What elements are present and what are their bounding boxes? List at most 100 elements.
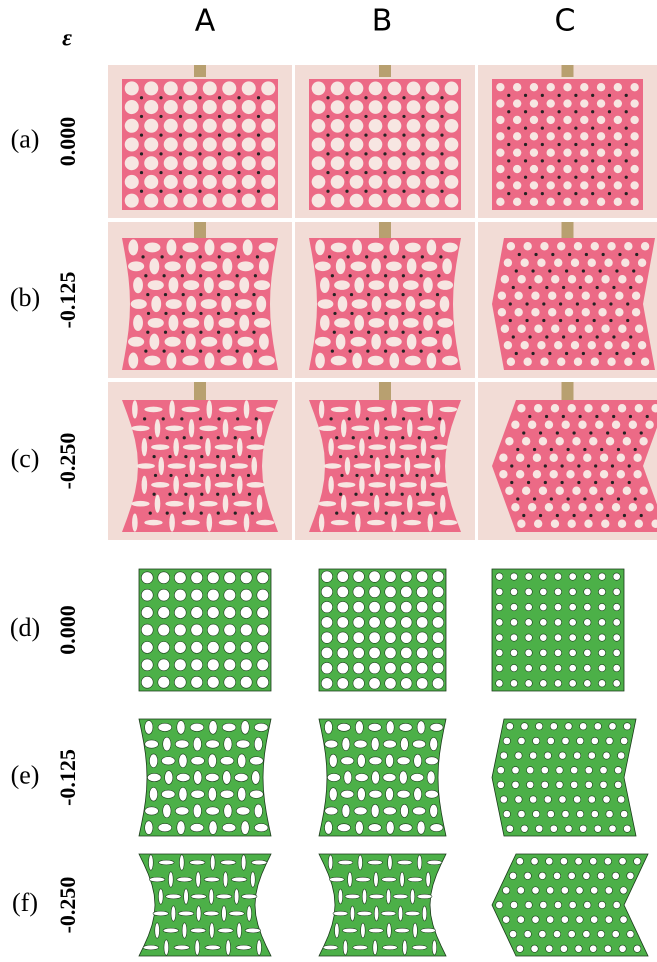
hole <box>574 857 583 866</box>
marker-dot <box>165 511 169 515</box>
hole <box>222 174 237 189</box>
hole <box>170 905 177 922</box>
marker-dot <box>383 255 387 259</box>
hole <box>539 572 548 581</box>
marker-dot <box>348 274 352 278</box>
marker-dot <box>609 318 613 323</box>
hole <box>564 722 573 731</box>
hole <box>400 570 413 583</box>
hole <box>524 633 533 642</box>
hole <box>444 137 459 152</box>
hole <box>598 603 606 612</box>
hole <box>613 82 623 92</box>
hole <box>204 352 215 369</box>
marker-dot <box>545 285 549 290</box>
hole <box>517 324 526 333</box>
marker-dot <box>178 114 183 119</box>
hole <box>192 803 202 819</box>
hole <box>315 239 325 256</box>
hole <box>548 308 557 317</box>
hole <box>496 115 505 125</box>
hole <box>442 333 452 350</box>
hole <box>368 616 381 629</box>
hole <box>183 174 198 189</box>
hole <box>640 357 650 366</box>
hole <box>413 753 422 768</box>
hole <box>423 314 433 331</box>
hole <box>371 296 382 312</box>
hole <box>634 519 644 528</box>
hole <box>174 571 187 584</box>
marker-dot <box>548 351 552 356</box>
hole <box>429 823 444 832</box>
hole <box>253 736 263 752</box>
marker-dot <box>510 464 514 468</box>
hole <box>169 400 175 419</box>
hole <box>540 780 549 789</box>
marker-dot <box>591 159 595 163</box>
row-label: (b) <box>10 283 40 312</box>
hole <box>539 648 548 657</box>
hole <box>328 438 334 457</box>
hole <box>596 82 606 92</box>
hole <box>367 723 382 732</box>
hole <box>157 588 170 602</box>
hole <box>190 641 203 654</box>
marker-dot <box>351 511 355 515</box>
hole <box>540 357 549 366</box>
hole <box>505 824 514 833</box>
hole <box>256 571 269 584</box>
hole <box>624 357 633 366</box>
hole <box>311 175 326 189</box>
clamp <box>561 222 574 238</box>
hole <box>583 633 592 642</box>
marker-dot <box>578 285 582 290</box>
hole <box>578 420 587 429</box>
hole <box>566 470 575 479</box>
hole <box>340 756 355 766</box>
hole <box>651 404 657 413</box>
hole <box>157 641 170 654</box>
hole <box>223 588 236 602</box>
marker-dot <box>252 330 256 334</box>
marker-dot <box>589 431 593 435</box>
marker-dot <box>562 335 566 339</box>
marker-dot <box>572 513 576 518</box>
hole <box>524 572 533 581</box>
hole <box>583 470 592 479</box>
hole <box>402 280 419 290</box>
hole <box>190 658 203 672</box>
hole <box>557 242 566 251</box>
marker-dot <box>198 152 202 156</box>
hole <box>429 804 438 818</box>
hole <box>623 722 632 731</box>
hole <box>524 679 533 688</box>
hole <box>529 751 538 760</box>
hole <box>352 616 365 629</box>
marker-dot <box>574 93 578 97</box>
column-header: C <box>555 4 576 39</box>
clamp <box>194 382 206 402</box>
hole <box>624 242 633 251</box>
hole <box>593 722 602 731</box>
marker-dot <box>435 292 440 297</box>
marker-dot <box>557 93 561 97</box>
marker-dot <box>551 252 555 257</box>
hole <box>157 676 170 689</box>
hole <box>535 824 544 833</box>
hole <box>407 876 423 883</box>
hole <box>546 810 555 819</box>
hole <box>324 820 333 835</box>
hole <box>258 242 275 253</box>
hole <box>202 193 217 208</box>
hole <box>601 519 610 528</box>
hole <box>256 606 269 619</box>
hole <box>384 500 403 507</box>
hole <box>426 352 437 369</box>
hole <box>596 99 606 108</box>
hole <box>330 193 345 208</box>
marker-dot <box>645 414 649 419</box>
hole <box>406 333 417 350</box>
hole <box>240 641 253 654</box>
